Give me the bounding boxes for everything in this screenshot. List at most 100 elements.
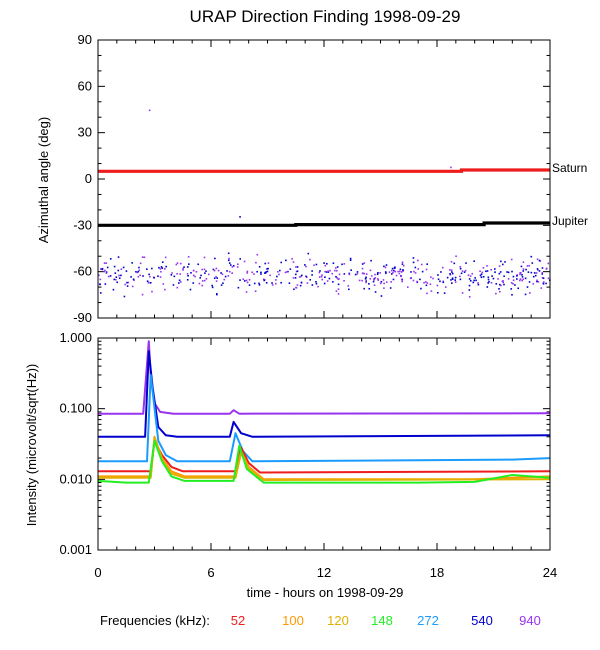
azimuth-point <box>133 279 135 282</box>
legend-prefix: Frequencies (kHz): <box>100 613 210 628</box>
azimuth-point <box>231 266 234 268</box>
azimuth-point <box>437 278 440 281</box>
azimuth-point <box>148 109 151 112</box>
azimuth-point <box>368 283 370 285</box>
legend-items: 52 100 120 148 272 540 940 <box>231 613 541 628</box>
azimuth-point <box>300 281 303 284</box>
azimuth-point <box>535 272 538 274</box>
azimuth-point <box>444 286 447 288</box>
azimuth-point <box>278 269 281 272</box>
azimuth-point <box>226 270 228 272</box>
azimuth-point <box>460 272 463 275</box>
azimuth-point <box>164 267 166 270</box>
azimuth-point <box>291 258 293 260</box>
azimuth-point <box>203 256 206 259</box>
azimuth-point <box>349 257 352 260</box>
azimuth-point <box>192 274 195 277</box>
azimuth-point <box>176 286 179 289</box>
series-jupiter <box>98 221 550 227</box>
azimuth-point <box>471 272 474 275</box>
azimuth-point <box>201 280 204 282</box>
azimuth-point <box>104 269 106 272</box>
azimuth-point <box>361 279 363 282</box>
azimuth-point <box>329 269 331 272</box>
azimuth-point <box>379 272 381 274</box>
azimuth-point <box>468 278 471 280</box>
azimuth-point <box>116 281 118 284</box>
azimuth-point <box>526 286 529 288</box>
azimuth-point <box>416 280 418 283</box>
azimuth-point <box>267 262 270 264</box>
legend-item-540: 540 <box>471 613 493 628</box>
azimuth-point <box>192 269 195 272</box>
azimuth-point <box>417 259 419 262</box>
azimuth-point <box>335 269 338 272</box>
azimuth-point <box>519 278 522 280</box>
azimuth-point <box>379 282 382 285</box>
azimuth-point <box>383 282 385 285</box>
azimuth-point <box>117 269 120 272</box>
azimuth-point <box>547 262 550 265</box>
azimuth-point <box>385 272 387 275</box>
azimuth-point <box>519 272 521 274</box>
azimuth-point <box>113 265 116 268</box>
azimuth-point <box>347 288 350 291</box>
azimuth-point <box>323 282 326 285</box>
azimuth-point <box>203 268 206 271</box>
azimuth-point <box>477 283 480 286</box>
azimuth-point <box>149 282 152 284</box>
azimuth-point <box>492 277 495 280</box>
azimuth-point <box>503 275 505 278</box>
azimuth-point <box>172 284 175 286</box>
azimuth-point <box>182 267 184 270</box>
azimuth-point <box>165 265 168 268</box>
azimuth-point <box>98 274 100 277</box>
azimuth-point <box>194 275 196 278</box>
azimuth-point <box>153 276 155 279</box>
azimuth-series <box>98 168 550 227</box>
azimuth-point <box>420 263 423 266</box>
azimuth-point <box>512 275 515 278</box>
azimuth-point <box>320 275 323 278</box>
azimuth-point <box>506 271 508 273</box>
azimuth-point <box>130 276 132 278</box>
intensity-plot-frame <box>97 337 551 551</box>
azimuth-point <box>126 281 128 284</box>
azimuth-point <box>161 261 164 263</box>
azimuth-point <box>491 275 493 277</box>
azimuth-point <box>236 266 239 268</box>
azimuth-point <box>215 280 218 282</box>
azimuth-point <box>504 261 506 263</box>
azimuth-point <box>485 270 487 273</box>
azimuth-point <box>258 284 261 286</box>
azimuth-point <box>243 260 246 263</box>
azimuth-point <box>265 282 268 284</box>
intensity-series <box>97 340 551 484</box>
azimuth-point <box>499 283 501 286</box>
azimuth-point <box>413 270 415 273</box>
azimuth-point <box>255 261 257 264</box>
azimuth-point <box>203 279 206 282</box>
azimuth-point <box>473 260 475 262</box>
azimuth-point <box>498 265 501 267</box>
azimuth-point <box>442 280 445 283</box>
azimuth-point <box>426 282 429 284</box>
azimuth-point <box>323 262 325 264</box>
azimuth-point <box>358 279 361 282</box>
azimuth-point <box>410 271 412 273</box>
azimuth-point <box>486 265 488 267</box>
azimuth-point <box>363 262 366 264</box>
azimuth-point <box>454 276 457 279</box>
azimuth-point <box>187 274 189 277</box>
azimuth-point <box>267 267 269 270</box>
azimuth-point <box>175 263 178 266</box>
azimuth-point <box>450 282 453 284</box>
azimuth-point <box>332 281 334 283</box>
azimuth-point <box>401 263 404 265</box>
azimuth-y-tick-label: -30 <box>73 217 92 232</box>
azimuth-point <box>335 275 337 278</box>
azimuth-point <box>131 285 134 288</box>
azimuth-point <box>430 276 432 278</box>
azimuth-point <box>292 277 295 279</box>
azimuth-point <box>442 281 445 284</box>
